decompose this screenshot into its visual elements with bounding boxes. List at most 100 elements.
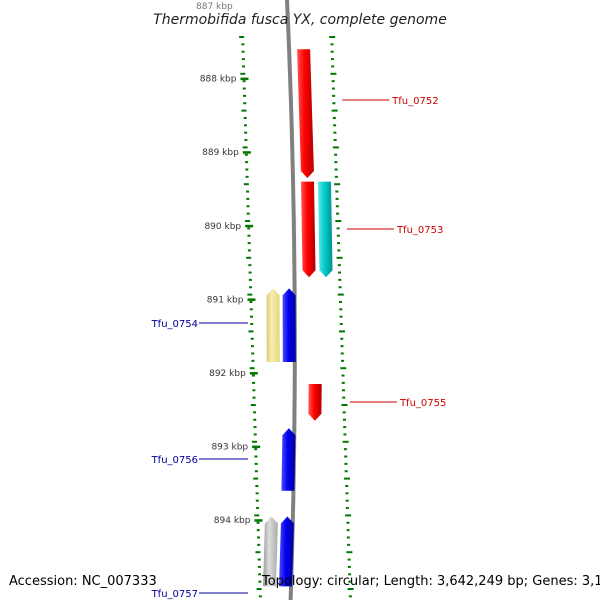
minor-tick xyxy=(340,359,344,362)
minor-tick xyxy=(330,43,334,46)
major-tick xyxy=(240,77,249,81)
minor-tick xyxy=(346,529,350,532)
minor-tick xyxy=(347,558,351,561)
minor-tick xyxy=(338,286,342,289)
gene-label[interactable]: Tfu_0755 xyxy=(399,398,446,409)
minor-tick xyxy=(337,264,341,267)
minor-tick xyxy=(247,234,251,237)
minor-tick xyxy=(249,308,253,311)
genome-title: Thermobifida fusca YX, complete genome xyxy=(153,12,447,28)
minor-tick xyxy=(345,499,349,502)
minor-tick xyxy=(251,359,255,362)
minor-tick xyxy=(248,330,254,333)
minor-tick xyxy=(256,507,260,510)
minor-tick xyxy=(334,168,338,171)
minor-tick xyxy=(339,323,343,326)
minor-tick xyxy=(255,484,259,487)
minor-tick xyxy=(347,588,354,590)
minor-tick xyxy=(242,80,246,83)
minor-tick xyxy=(345,484,349,487)
minor-tick xyxy=(239,36,245,38)
major-tick xyxy=(249,372,258,375)
minor-tick xyxy=(341,374,345,377)
gene-label[interactable]: Tfu_0754 xyxy=(151,319,198,330)
gene-arrow[interactable] xyxy=(297,49,314,179)
minor-tick xyxy=(256,529,260,532)
gene-arrow[interactable] xyxy=(318,181,333,278)
gene-label[interactable]: Tfu_0753 xyxy=(396,225,443,236)
minor-tick xyxy=(243,116,247,119)
minor-tick xyxy=(347,543,351,546)
minor-tick xyxy=(345,507,349,510)
minor-tick xyxy=(257,558,261,561)
minor-tick xyxy=(334,175,338,178)
minor-tick xyxy=(333,124,337,127)
inner-tick-marks xyxy=(239,36,262,598)
gene-label[interactable]: Tfu_0757 xyxy=(151,589,198,600)
minor-tick xyxy=(253,433,257,436)
major-tick xyxy=(245,224,254,228)
minor-tick xyxy=(241,109,247,112)
tick-label: 894 kbp xyxy=(214,516,251,526)
minor-tick xyxy=(348,573,352,576)
tick-label: 892 kbp xyxy=(209,369,246,379)
minor-tick xyxy=(254,514,260,517)
minor-tick xyxy=(258,580,262,583)
major-tick xyxy=(252,445,261,449)
minor-tick xyxy=(245,168,249,171)
gene-label[interactable]: Tfu_0752 xyxy=(391,96,438,107)
minor-tick xyxy=(336,212,340,215)
minor-tick xyxy=(244,139,248,142)
minor-tick xyxy=(343,448,347,451)
minor-tick xyxy=(256,536,260,539)
minor-tick xyxy=(258,573,262,576)
minor-tick xyxy=(248,271,252,274)
minor-tick xyxy=(252,381,256,384)
minor-tick xyxy=(331,65,335,68)
gene-arrow[interactable] xyxy=(263,516,278,587)
accession-text: Accession: NC_007333 xyxy=(9,574,157,589)
minor-tick xyxy=(332,94,336,97)
minor-tick xyxy=(340,345,344,348)
gene-arrow[interactable] xyxy=(301,181,316,278)
minor-tick xyxy=(335,220,342,222)
minor-tick xyxy=(340,352,344,355)
minor-tick xyxy=(344,455,348,458)
gene-arrow[interactable] xyxy=(308,384,322,421)
minor-tick xyxy=(348,580,352,583)
minor-tick xyxy=(343,477,350,480)
minor-tick xyxy=(331,109,338,112)
minor-tick xyxy=(241,50,245,53)
minor-tick xyxy=(243,94,247,97)
minor-tick xyxy=(244,153,248,156)
minor-tick xyxy=(331,87,335,90)
minor-tick xyxy=(333,139,337,142)
minor-tick xyxy=(330,72,337,75)
gene-arrow[interactable] xyxy=(282,288,296,362)
minor-tick xyxy=(250,404,256,406)
minor-tick xyxy=(243,183,249,186)
minor-tick xyxy=(241,58,245,61)
minor-tick xyxy=(337,293,344,296)
tick-label: 888 kbp xyxy=(200,75,237,85)
gene-arrow[interactable] xyxy=(281,428,296,491)
minor-tick xyxy=(329,36,336,38)
minor-tick xyxy=(339,330,346,333)
minor-tick xyxy=(243,102,247,105)
gene-arrow[interactable] xyxy=(266,288,280,362)
minor-tick xyxy=(254,448,258,451)
minor-tick xyxy=(332,146,339,149)
minor-tick xyxy=(256,521,260,524)
minor-tick xyxy=(336,256,343,259)
gene-arrow[interactable] xyxy=(279,516,294,587)
minor-tick xyxy=(251,440,257,443)
minor-tick xyxy=(343,426,347,429)
minor-tick xyxy=(249,286,253,289)
gene-label[interactable]: Tfu_0756 xyxy=(151,455,198,466)
minor-tick xyxy=(342,440,349,443)
minor-tick xyxy=(340,367,347,370)
minor-tick xyxy=(254,470,258,473)
minor-tick xyxy=(244,220,250,222)
minor-tick xyxy=(255,499,259,502)
